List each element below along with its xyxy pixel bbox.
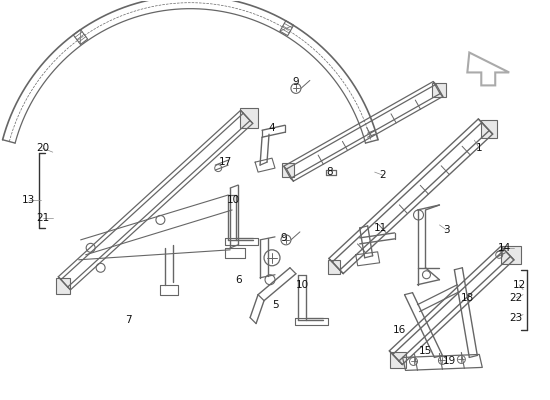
Text: 14: 14: [498, 243, 511, 253]
Text: 3: 3: [443, 225, 450, 235]
FancyBboxPatch shape: [328, 260, 340, 274]
Text: 20: 20: [36, 143, 50, 153]
Text: 18: 18: [461, 293, 474, 303]
Text: 7: 7: [125, 314, 132, 324]
Text: 23: 23: [509, 312, 523, 322]
Text: 11: 11: [374, 223, 387, 233]
Text: 9: 9: [293, 78, 299, 88]
FancyBboxPatch shape: [432, 84, 447, 97]
Text: 22: 22: [509, 293, 523, 303]
Text: 6: 6: [235, 275, 241, 285]
Text: 1: 1: [476, 143, 482, 153]
Text: 19: 19: [443, 356, 456, 366]
Text: 15: 15: [419, 346, 432, 356]
Text: 2: 2: [379, 170, 386, 180]
Text: 21: 21: [36, 213, 50, 223]
Text: 16: 16: [393, 324, 406, 334]
Text: 5: 5: [272, 300, 278, 310]
Text: 9: 9: [280, 233, 287, 243]
Polygon shape: [468, 52, 509, 85]
Text: 4: 4: [269, 123, 276, 133]
Text: 10: 10: [227, 195, 240, 205]
FancyBboxPatch shape: [56, 278, 70, 294]
FancyBboxPatch shape: [389, 352, 405, 368]
FancyBboxPatch shape: [282, 163, 294, 177]
FancyBboxPatch shape: [240, 108, 258, 128]
Text: 12: 12: [513, 280, 526, 290]
FancyBboxPatch shape: [501, 246, 521, 264]
FancyBboxPatch shape: [481, 120, 497, 138]
Text: 10: 10: [295, 280, 309, 290]
Text: 8: 8: [327, 167, 333, 177]
Text: 13: 13: [22, 195, 36, 205]
Text: 17: 17: [218, 157, 232, 167]
